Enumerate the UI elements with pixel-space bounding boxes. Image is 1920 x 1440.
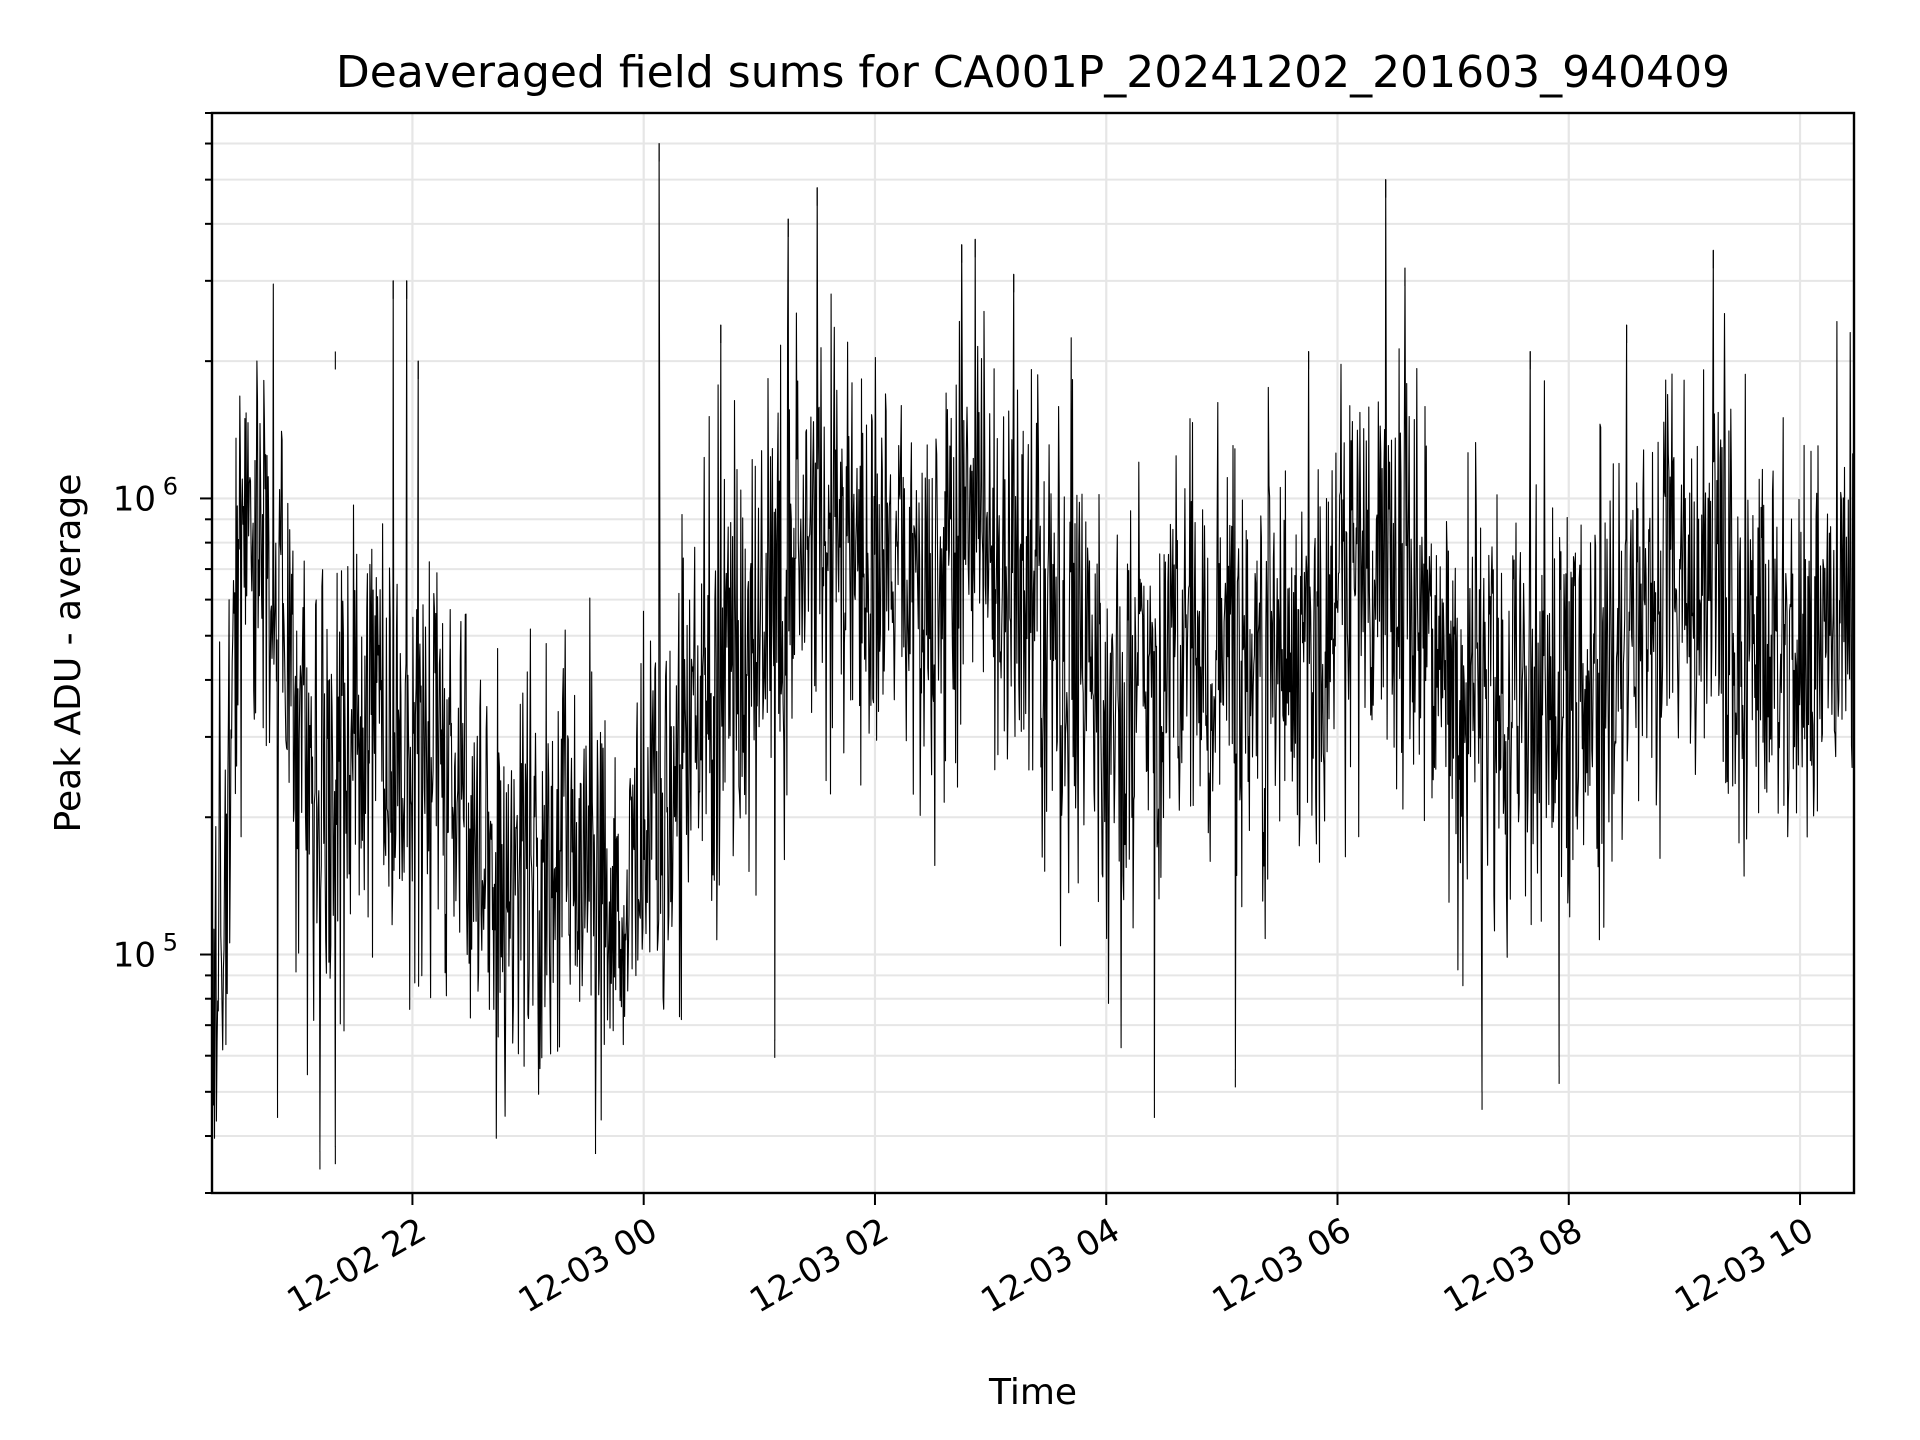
- y-axis-label: Peak ADU - average: [48, 474, 89, 833]
- chart-title: Deaveraged field sums for CA001P_2024120…: [336, 47, 1730, 98]
- y-tick-base: 10: [113, 479, 156, 519]
- plot-frame: [210, 111, 1856, 1195]
- x-axis-label: Time: [988, 1372, 1077, 1413]
- y-tick-base: 10: [113, 936, 156, 976]
- y-tick-label: 10: [113, 936, 156, 976]
- y-tick-exponent: 6: [163, 472, 178, 500]
- y-tick-label: 10: [113, 479, 156, 519]
- series-line: [211, 142, 1855, 1153]
- y-tick-exponent: 5: [163, 929, 178, 957]
- data-line-layer: [211, 142, 1855, 1170]
